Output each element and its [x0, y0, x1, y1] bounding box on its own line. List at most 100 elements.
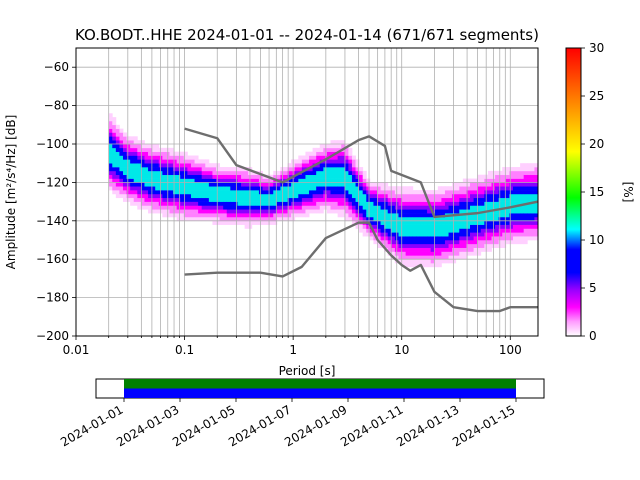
heat-cell	[115, 128, 120, 133]
heat-cell	[287, 193, 292, 199]
heat-cell	[369, 186, 374, 191]
heat-cell	[459, 232, 464, 237]
heat-cell	[169, 159, 174, 164]
heat-cell	[341, 193, 346, 199]
heat-cell	[523, 240, 528, 245]
heat-cell	[255, 216, 260, 222]
heat-cell	[283, 167, 288, 172]
heat-cell	[115, 182, 120, 187]
heat-cell	[330, 163, 335, 168]
heat-cell	[462, 205, 467, 210]
heat-cell	[387, 190, 392, 195]
heat-cell	[169, 213, 174, 218]
heat-cell	[151, 170, 156, 176]
heat-cell	[140, 170, 145, 176]
heat-cell	[462, 255, 467, 260]
heat-cell	[366, 186, 371, 191]
heat-cell	[452, 240, 457, 245]
heat-cell	[151, 186, 156, 191]
heat-cell	[427, 190, 432, 195]
heat-cell	[208, 201, 213, 206]
heat-cell	[237, 216, 242, 222]
heat-cell	[212, 178, 217, 183]
heat-cell	[140, 151, 145, 156]
heat-cell	[444, 193, 449, 199]
heat-cell	[462, 178, 467, 183]
heat-cell	[520, 228, 525, 233]
heat-cell	[155, 151, 160, 156]
heat-cell	[534, 205, 538, 210]
heat-cell	[505, 216, 510, 222]
heat-cell	[287, 213, 292, 218]
heat-cell	[530, 209, 535, 214]
heat-cell	[512, 220, 517, 225]
heat-cell	[216, 197, 220, 202]
heat-cell	[298, 178, 303, 183]
heat-cell	[155, 144, 160, 149]
heat-cell	[398, 251, 403, 256]
heat-cell	[412, 209, 417, 214]
heat-cell	[344, 197, 349, 202]
heat-cell	[391, 236, 396, 241]
heat-cell	[337, 163, 342, 168]
heat-cell	[512, 193, 517, 199]
heat-cell	[108, 186, 113, 191]
heat-cell	[115, 144, 120, 149]
heat-cell	[244, 197, 249, 202]
heat-cell	[398, 247, 403, 252]
heat-cell	[373, 213, 378, 218]
heat-cell	[341, 213, 346, 218]
heat-cell	[351, 155, 356, 160]
heat-cell	[359, 216, 364, 222]
heat-cell	[198, 193, 203, 199]
heat-cell	[241, 186, 246, 191]
heat-cell	[466, 220, 471, 225]
heat-cell	[512, 178, 517, 183]
heat-cell	[190, 155, 195, 160]
heat-cell	[334, 186, 339, 191]
heat-cell	[251, 209, 256, 214]
heat-cell	[487, 224, 492, 229]
heat-cell	[194, 209, 199, 214]
heat-cell	[409, 224, 414, 229]
heat-cell	[423, 240, 428, 245]
heat-cell	[373, 205, 378, 210]
heat-cell	[287, 205, 292, 210]
heat-cell	[122, 159, 127, 164]
heat-cell	[219, 178, 224, 183]
heat-cell	[251, 193, 256, 199]
heat-cell	[423, 201, 428, 206]
heat-cell	[151, 174, 156, 179]
heat-cell	[459, 209, 464, 214]
heat-cell	[262, 220, 267, 225]
heat-cell	[119, 163, 124, 168]
heat-cell	[398, 228, 403, 233]
heat-cell	[144, 182, 149, 187]
heat-cell	[441, 193, 446, 199]
heat-cell	[377, 209, 381, 214]
heat-cell	[462, 232, 467, 237]
heat-cell	[466, 228, 471, 233]
heat-cell	[233, 167, 238, 172]
heat-cell	[287, 209, 292, 214]
heat-cell	[419, 205, 424, 210]
heat-cell	[470, 178, 474, 183]
heat-cell	[523, 205, 528, 210]
heat-cell	[194, 182, 199, 187]
heat-cell	[298, 167, 303, 172]
heat-cell	[162, 186, 167, 191]
heat-cell	[301, 205, 306, 210]
heat-cell	[359, 167, 364, 172]
heat-cell	[502, 228, 507, 233]
heat-cell	[137, 205, 142, 210]
heat-cell	[205, 163, 210, 168]
heat-cell	[534, 167, 538, 172]
heat-cell	[455, 209, 460, 214]
heat-cell	[244, 182, 249, 187]
heat-cell	[341, 209, 346, 214]
heat-cell	[201, 193, 206, 199]
heat-cell	[144, 163, 149, 168]
heat-cell	[237, 205, 242, 210]
heat-cell	[155, 197, 160, 202]
heat-cell	[122, 136, 127, 141]
